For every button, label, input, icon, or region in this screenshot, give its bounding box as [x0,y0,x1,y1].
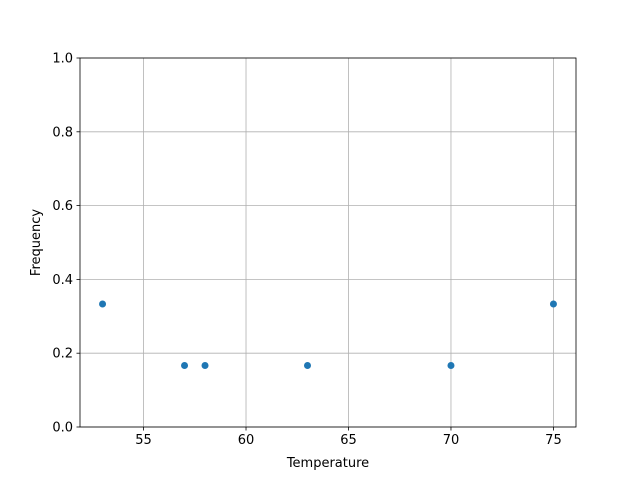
y-ticks: 0.0 0.2 0.4 0.6 0.8 1.0 [52,52,80,436]
grid [80,57,576,428]
y-tick-label: 0.6 [52,199,73,214]
y-tick-label: 0.2 [52,347,73,362]
x-axis-label: Temperature [286,456,369,471]
y-tick-label: 0.0 [52,421,73,436]
y-tick-label: 1.0 [52,52,73,67]
y-tick-label: 0.4 [52,273,73,288]
y-tick-label: 0.8 [52,125,73,140]
x-ticks: 55 60 65 70 75 [135,427,562,448]
data-point [549,300,557,308]
x-tick-label: 60 [238,433,255,448]
x-tick-label: 70 [443,433,460,448]
data-point [201,361,209,369]
axes-frame [79,57,577,428]
data-point [304,361,312,369]
x-tick-label: 65 [340,433,357,448]
data-point [447,361,455,369]
x-tick-label: 55 [135,433,152,448]
x-tick-label: 75 [545,433,562,448]
data-point [99,300,107,308]
y-axis-label: Frequency [29,209,44,276]
data-points [99,300,557,369]
data-point [181,361,189,369]
